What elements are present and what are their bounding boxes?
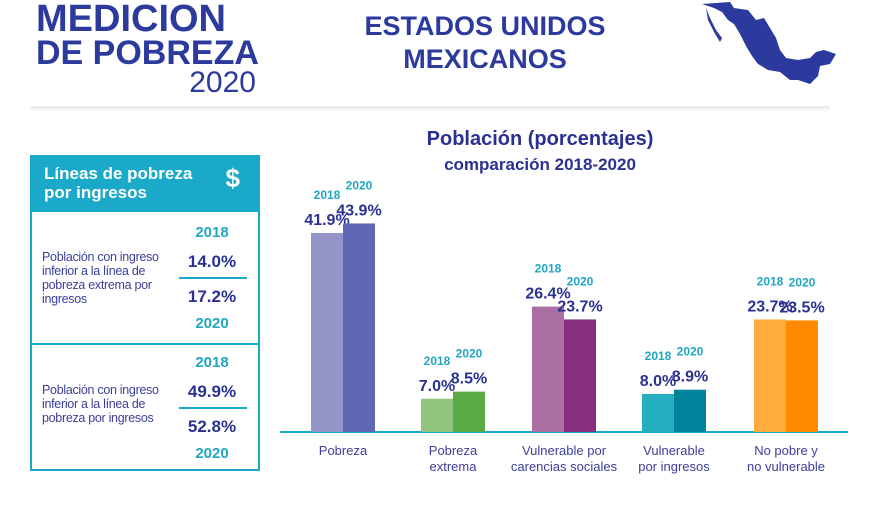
country-line2: MEXICANOS — [403, 44, 567, 74]
item-separator — [179, 277, 247, 279]
bar-2018 — [642, 394, 674, 432]
item-value-2018: 49.9% — [187, 382, 237, 401]
income-poverty-panel: Líneas de pobreza por ingresos $ Poblaci… — [30, 155, 260, 471]
item-separator — [179, 407, 247, 409]
item-year-2018: 2018 — [195, 224, 229, 241]
item-value-2020: 17.2% — [187, 287, 237, 306]
logo-line2: DE POBREZA — [36, 34, 259, 72]
data-label: 8.0% — [640, 373, 676, 390]
category-label: Pobreza — [319, 443, 368, 458]
bar-2020 — [343, 223, 375, 432]
header-divider — [30, 106, 830, 112]
category-label: extrema — [430, 459, 478, 474]
panel-title-line1: Líneas de pobreza — [44, 164, 193, 183]
bar-2018 — [311, 232, 343, 432]
year-label: 2020 — [567, 274, 594, 288]
item-description: Población con ingreso inferior a la líne… — [42, 383, 159, 425]
bar-2020 — [564, 319, 596, 432]
dollar-icon: $ — [225, 163, 240, 193]
data-label: 8.9% — [672, 369, 708, 386]
year-label: 2020 — [456, 347, 483, 361]
logo: MEDICION DE POBREZA 2020 — [36, 0, 259, 98]
bar-2018 — [421, 398, 453, 432]
year-label: 2018 — [535, 262, 562, 276]
year-label: 2018 — [645, 349, 672, 363]
bar-2020 — [674, 389, 706, 432]
year-label: 2020 — [677, 345, 704, 359]
data-label: 23.7% — [557, 298, 602, 315]
item-year-2020: 2020 — [195, 315, 229, 332]
panel-item-poverty: Población con ingreso inferior a la líne… — [32, 343, 258, 471]
bar-2018 — [754, 319, 786, 432]
item-value-2018: 14.0% — [187, 252, 237, 271]
category-label: Vulnerable — [643, 443, 705, 458]
data-label: 8.5% — [451, 371, 487, 388]
year-label: 2020 — [346, 178, 373, 192]
panel-title-line2: por ingresos — [44, 183, 147, 202]
chart-title: Población (porcentajes) — [426, 128, 654, 150]
item-year-2018: 2018 — [195, 354, 229, 371]
year-label: 2018 — [424, 354, 451, 368]
data-label: 23.7% — [747, 298, 792, 315]
year-label: 2018 — [757, 274, 784, 288]
data-label: 7.0% — [419, 378, 455, 395]
category-label: No pobre y — [754, 443, 818, 458]
data-label: 43.9% — [336, 202, 381, 219]
logo-year: 2020 — [189, 66, 256, 99]
chart-subtitle: comparación 2018-2020 — [444, 155, 636, 174]
data-label: 23.5% — [779, 299, 824, 316]
chart-title-block: Población (porcentajes) comparación 2018… — [380, 126, 700, 178]
category-label: carencias sociales — [511, 459, 618, 474]
panel-header: Líneas de pobreza por ingresos $ — [32, 157, 258, 210]
year-label: 2018 — [314, 188, 341, 202]
bar-2020 — [453, 391, 485, 432]
panel-item-extreme: Población con ingreso inferior a la líne… — [32, 210, 258, 343]
category-label: por ingresos — [638, 459, 710, 474]
country-title: ESTADOS UNIDOS MEXICANOS — [330, 10, 640, 76]
item-value-2020: 52.8% — [187, 417, 237, 436]
bar-2018 — [532, 306, 564, 432]
logo-line1: MEDICION — [36, 0, 226, 40]
item-year-2020: 2020 — [195, 445, 229, 462]
category-label: Pobreza — [429, 443, 478, 458]
bar-2020 — [786, 320, 818, 432]
category-label: no vulnerable — [747, 459, 825, 474]
year-label: 2020 — [789, 275, 816, 289]
data-label: 41.9% — [304, 212, 349, 229]
country-line1: ESTADOS UNIDOS — [364, 11, 606, 41]
mexico-map-icon — [702, 2, 836, 84]
item-description: Población con ingreso inferior a la líne… — [42, 250, 159, 306]
category-label: Vulnerable por — [522, 443, 607, 458]
data-label: 26.4% — [525, 286, 570, 303]
